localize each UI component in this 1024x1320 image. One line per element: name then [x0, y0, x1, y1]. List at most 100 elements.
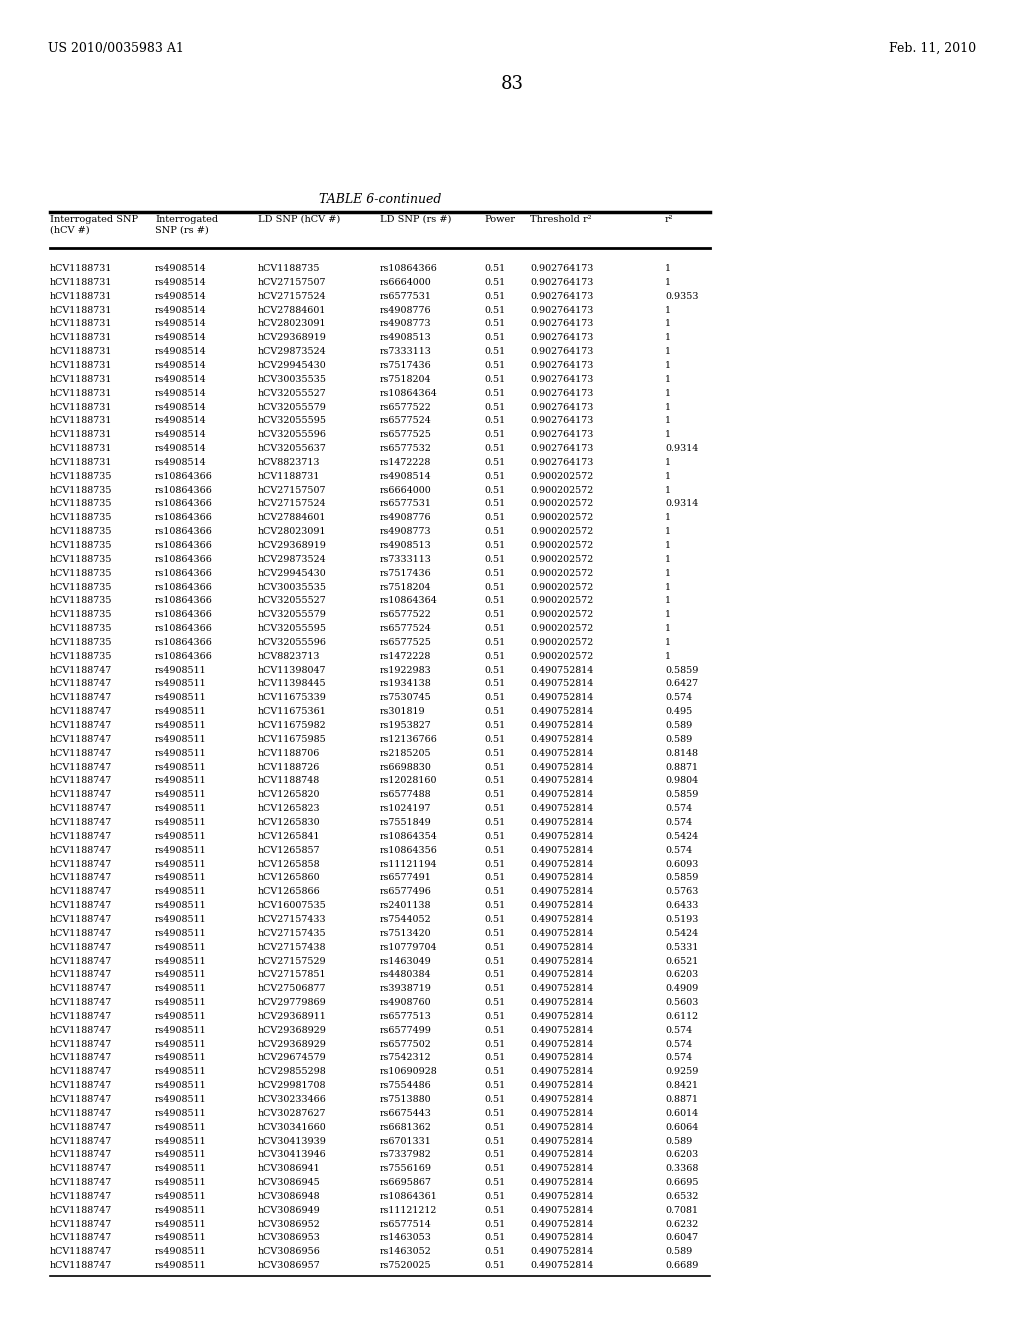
Text: hCV1188731: hCV1188731 — [50, 403, 113, 412]
Text: 0.6532: 0.6532 — [665, 1192, 698, 1201]
Text: 0.6047: 0.6047 — [665, 1233, 698, 1242]
Text: rs7551849: rs7551849 — [380, 818, 432, 828]
Text: hCV29945430: hCV29945430 — [258, 569, 327, 578]
Text: rs6577524: rs6577524 — [380, 624, 432, 634]
Text: hCV11398047: hCV11398047 — [258, 665, 327, 675]
Text: 0.490752814: 0.490752814 — [530, 1261, 593, 1270]
Text: hCV1188747: hCV1188747 — [50, 1012, 113, 1020]
Text: hCV32055579: hCV32055579 — [258, 403, 327, 412]
Text: 1: 1 — [665, 319, 671, 329]
Text: hCV30287627: hCV30287627 — [258, 1109, 327, 1118]
Text: 0.51: 0.51 — [484, 859, 505, 869]
Text: rs10864366: rs10864366 — [155, 582, 213, 591]
Text: rs4908511: rs4908511 — [155, 887, 207, 896]
Text: hCV27157438: hCV27157438 — [258, 942, 327, 952]
Text: rs7513880: rs7513880 — [380, 1096, 432, 1104]
Text: 0.490752814: 0.490752814 — [530, 832, 593, 841]
Text: rs6695867: rs6695867 — [380, 1177, 432, 1187]
Text: hCV1188747: hCV1188747 — [50, 1081, 113, 1090]
Text: 0.51: 0.51 — [484, 486, 505, 495]
Text: hCV1188731: hCV1188731 — [50, 444, 113, 453]
Text: hCV29368919: hCV29368919 — [258, 333, 327, 342]
Text: 1: 1 — [665, 652, 671, 661]
Text: 0.5859: 0.5859 — [665, 874, 698, 882]
Text: rs6577522: rs6577522 — [380, 610, 432, 619]
Text: rs4908511: rs4908511 — [155, 970, 207, 979]
Text: rs4908511: rs4908511 — [155, 1233, 207, 1242]
Text: 0.490752814: 0.490752814 — [530, 1012, 593, 1020]
Text: rs4908511: rs4908511 — [155, 804, 207, 813]
Text: 1: 1 — [665, 513, 671, 523]
Text: rs6577496: rs6577496 — [380, 887, 432, 896]
Text: hCV3086949: hCV3086949 — [258, 1205, 321, 1214]
Text: rs4908511: rs4908511 — [155, 1247, 207, 1257]
Text: rs6577531: rs6577531 — [380, 292, 432, 301]
Text: 0.490752814: 0.490752814 — [530, 1220, 593, 1229]
Text: rs1024197: rs1024197 — [380, 804, 431, 813]
Text: hCV1188747: hCV1188747 — [50, 680, 113, 689]
Text: hCV3086941: hCV3086941 — [258, 1164, 321, 1173]
Text: 0.7081: 0.7081 — [665, 1205, 698, 1214]
Text: 0.900202572: 0.900202572 — [530, 582, 593, 591]
Text: 0.490752814: 0.490752814 — [530, 846, 593, 855]
Text: 0.51: 0.51 — [484, 430, 505, 440]
Text: 0.902764173: 0.902764173 — [530, 319, 593, 329]
Text: 0.490752814: 0.490752814 — [530, 818, 593, 828]
Text: 0.51: 0.51 — [484, 929, 505, 937]
Text: hCV1188747: hCV1188747 — [50, 874, 113, 882]
Text: hCV30233466: hCV30233466 — [258, 1096, 327, 1104]
Text: rs1922983: rs1922983 — [380, 665, 432, 675]
Text: hCV1188735: hCV1188735 — [50, 554, 113, 564]
Text: hCV1265860: hCV1265860 — [258, 874, 321, 882]
Text: rs4908511: rs4908511 — [155, 874, 207, 882]
Text: 0.6064: 0.6064 — [665, 1123, 698, 1131]
Text: hCV30413939: hCV30413939 — [258, 1137, 327, 1146]
Text: rs10864366: rs10864366 — [155, 513, 213, 523]
Text: rs4908511: rs4908511 — [155, 998, 207, 1007]
Text: 1: 1 — [665, 375, 671, 384]
Text: 0.51: 0.51 — [484, 985, 505, 993]
Text: rs6577513: rs6577513 — [380, 1012, 432, 1020]
Text: hCV32055595: hCV32055595 — [258, 416, 327, 425]
Text: hCV1188735: hCV1188735 — [50, 499, 113, 508]
Text: hCV29674579: hCV29674579 — [258, 1053, 327, 1063]
Text: hCV30035535: hCV30035535 — [258, 375, 327, 384]
Text: rs4480384: rs4480384 — [380, 970, 431, 979]
Text: rs4908511: rs4908511 — [155, 942, 207, 952]
Text: rs4908511: rs4908511 — [155, 846, 207, 855]
Text: hCV1188747: hCV1188747 — [50, 708, 113, 717]
Text: 0.51: 0.51 — [484, 1151, 505, 1159]
Text: 0.490752814: 0.490752814 — [530, 998, 593, 1007]
Text: rs7337982: rs7337982 — [380, 1151, 432, 1159]
Text: 0.5424: 0.5424 — [665, 929, 698, 937]
Text: hCV1188735: hCV1188735 — [50, 638, 113, 647]
Text: rs4908511: rs4908511 — [155, 1053, 207, 1063]
Text: rs6675443: rs6675443 — [380, 1109, 432, 1118]
Text: hCV30341660: hCV30341660 — [258, 1123, 327, 1131]
Text: 0.51: 0.51 — [484, 1192, 505, 1201]
Text: 0.5424: 0.5424 — [665, 832, 698, 841]
Text: rs4908511: rs4908511 — [155, 902, 207, 909]
Text: 0.900202572: 0.900202572 — [530, 499, 593, 508]
Text: 0.574: 0.574 — [665, 804, 692, 813]
Text: hCV1188735: hCV1188735 — [50, 624, 113, 634]
Text: 0.51: 0.51 — [484, 388, 505, 397]
Text: hCV1188747: hCV1188747 — [50, 957, 113, 965]
Text: 0.490752814: 0.490752814 — [530, 929, 593, 937]
Text: 0.51: 0.51 — [484, 416, 505, 425]
Text: 0.900202572: 0.900202572 — [530, 471, 593, 480]
Text: 1: 1 — [665, 610, 671, 619]
Text: rs4908514: rs4908514 — [155, 347, 207, 356]
Text: hCV1188747: hCV1188747 — [50, 818, 113, 828]
Text: 0.490752814: 0.490752814 — [530, 1040, 593, 1048]
Text: hCV1188731: hCV1188731 — [50, 430, 113, 440]
Text: 0.574: 0.574 — [665, 1040, 692, 1048]
Text: hCV29873524: hCV29873524 — [258, 347, 327, 356]
Text: 0.51: 0.51 — [484, 957, 505, 965]
Text: 0.51: 0.51 — [484, 1068, 505, 1076]
Text: 0.6433: 0.6433 — [665, 902, 698, 909]
Text: rs7513420: rs7513420 — [380, 929, 432, 937]
Text: rs4908514: rs4908514 — [155, 403, 207, 412]
Text: hCV8823713: hCV8823713 — [258, 652, 321, 661]
Text: hCV1188731: hCV1188731 — [50, 292, 113, 301]
